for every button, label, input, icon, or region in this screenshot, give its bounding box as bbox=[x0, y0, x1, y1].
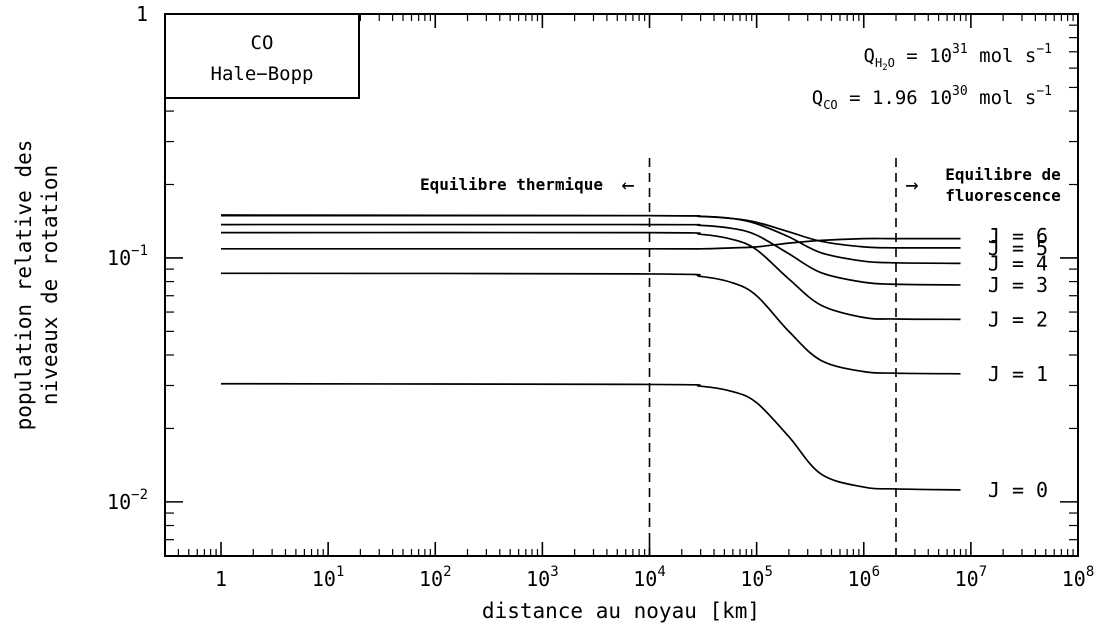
x-tick-label-base: 10 bbox=[847, 567, 871, 591]
annotation-fluorescence: → Equilibre de fluorescence bbox=[905, 165, 1060, 205]
x-tick-label-base: 10 bbox=[419, 567, 443, 591]
formula-q-co-exp: 30 bbox=[952, 84, 968, 99]
curve-j5 bbox=[221, 214, 961, 249]
formula-q-co-unit: mol s bbox=[968, 87, 1037, 109]
formula-q-h2o-sub-2: 2 bbox=[882, 63, 887, 73]
curve-j6 bbox=[221, 237, 961, 250]
y-tick-label: 1 bbox=[136, 2, 148, 26]
curve-j2 bbox=[221, 231, 961, 321]
x-tick-label-exp: 5 bbox=[764, 564, 772, 580]
x-tick-label: 104 bbox=[633, 564, 666, 591]
x-tick-label: 101 bbox=[312, 564, 345, 591]
curve-label-j2: J = 2 bbox=[988, 307, 1048, 331]
legend-box-frame bbox=[164, 13, 360, 99]
y-tick-label: 10−2 bbox=[107, 487, 148, 514]
formula-q-co-eq: = 1.96 10 bbox=[838, 87, 952, 109]
x-tick-label-base: 10 bbox=[633, 567, 657, 591]
formula-q-h2o: QH2O = 1031 mol s−1 bbox=[864, 42, 1053, 73]
y-tick-label-exp: −1 bbox=[131, 243, 148, 259]
x-tick-label: 107 bbox=[955, 564, 988, 591]
formula-q-h2o-unit: mol s bbox=[968, 45, 1037, 67]
annotation-thermal: Equilibre thermique ← bbox=[420, 173, 635, 198]
y-tick-label-base: 10 bbox=[107, 246, 131, 270]
series-labels: J = 0 J = 1 J = 2 J = 3J = 4J = 5J = 6 bbox=[988, 224, 1048, 502]
curve-label-j0: J = 0 bbox=[988, 478, 1048, 502]
x-tick-label: 108 bbox=[1062, 564, 1095, 591]
y-axis-label-line1: population relative des bbox=[12, 140, 36, 431]
curve-label-j3: J = 3 bbox=[988, 273, 1048, 297]
formula-q-co-sub: CO bbox=[823, 98, 837, 112]
curve-j3 bbox=[221, 223, 961, 286]
x-tick-label: 1 bbox=[215, 567, 227, 591]
curve-j1 bbox=[221, 272, 961, 375]
annotation-thermal-text: Equilibre thermique bbox=[420, 175, 603, 194]
formula-q-co-unit-exp: −1 bbox=[1036, 84, 1052, 99]
vertical-boundaries bbox=[648, 158, 897, 556]
x-tick-label-exp: 4 bbox=[657, 564, 665, 580]
curve-label-j5: J = 5 bbox=[988, 236, 1048, 260]
plot-frame bbox=[164, 13, 1079, 557]
x-tick-label-base: 10 bbox=[1062, 567, 1086, 591]
x-tick-label: 106 bbox=[847, 564, 880, 591]
legend-box-molecule: CO bbox=[251, 32, 274, 54]
formula-q-h2o-eq: = 10 bbox=[895, 45, 952, 67]
y-tick-label-base: 10 bbox=[107, 490, 131, 514]
y-tick-label-base: 1 bbox=[136, 2, 148, 26]
left-arrow-icon: ← bbox=[621, 173, 634, 198]
formula-q-co-q: Q bbox=[812, 87, 823, 109]
x-tick-label-exp: 3 bbox=[550, 564, 558, 580]
right-arrow-icon: → bbox=[905, 173, 918, 198]
x-tick-label-exp: 6 bbox=[872, 564, 880, 580]
x-tick-label-exp: 7 bbox=[979, 564, 987, 580]
x-tick-label-exp: 1 bbox=[336, 564, 344, 580]
x-tick-label-exp: 2 bbox=[443, 564, 451, 580]
x-tick-label-base: 10 bbox=[955, 567, 979, 591]
formula-q-h2o-unit-exp: −1 bbox=[1036, 42, 1052, 57]
y-axis-label-line2: niveaux de rotation bbox=[38, 165, 62, 405]
legend-box: CO Hale−Bopp bbox=[164, 13, 360, 99]
x-tick-label-base: 10 bbox=[740, 567, 764, 591]
x-tick-labels: 1 101 102 103 104 105 106 107 108 bbox=[215, 564, 1094, 591]
legend-box-comet: Hale−Bopp bbox=[211, 63, 314, 85]
annotation-fluorescence-line2: fluorescence bbox=[945, 186, 1061, 205]
formula-q-h2o-sub-h: H bbox=[875, 56, 882, 70]
curve-label-j4: J = 4 bbox=[988, 251, 1048, 275]
x-tick-label: 105 bbox=[740, 564, 773, 591]
y-tick-labels: 110−110−2 bbox=[107, 2, 148, 514]
formula-q-h2o-q: Q bbox=[864, 45, 875, 67]
curve-label-j1: J = 1 bbox=[988, 362, 1048, 386]
formula-q-h2o-sub-o: O bbox=[888, 56, 895, 70]
x-tick-label: 102 bbox=[419, 564, 452, 591]
formula-q-h2o-exp: 31 bbox=[952, 42, 968, 57]
y-tick-label-exp: −2 bbox=[131, 487, 148, 503]
annotation-fluorescence-line1: Equilibre de bbox=[945, 165, 1061, 184]
x-tick-label-base: 1 bbox=[215, 567, 227, 591]
curve-label-j6: J = 6 bbox=[988, 224, 1048, 248]
x-tick-label-base: 10 bbox=[526, 567, 550, 591]
x-axis-label: distance au noyau [km] bbox=[482, 599, 760, 623]
formula-q-co: QCO = 1.96 1030 mol s−1 bbox=[812, 84, 1052, 112]
x-tick-label-base: 10 bbox=[312, 567, 336, 591]
y-tick-label: 10−1 bbox=[107, 243, 148, 270]
x-tick-label: 103 bbox=[526, 564, 559, 591]
series-curves bbox=[221, 214, 961, 491]
x-tick-label-exp: 8 bbox=[1086, 564, 1094, 580]
curve-j0 bbox=[221, 382, 961, 491]
